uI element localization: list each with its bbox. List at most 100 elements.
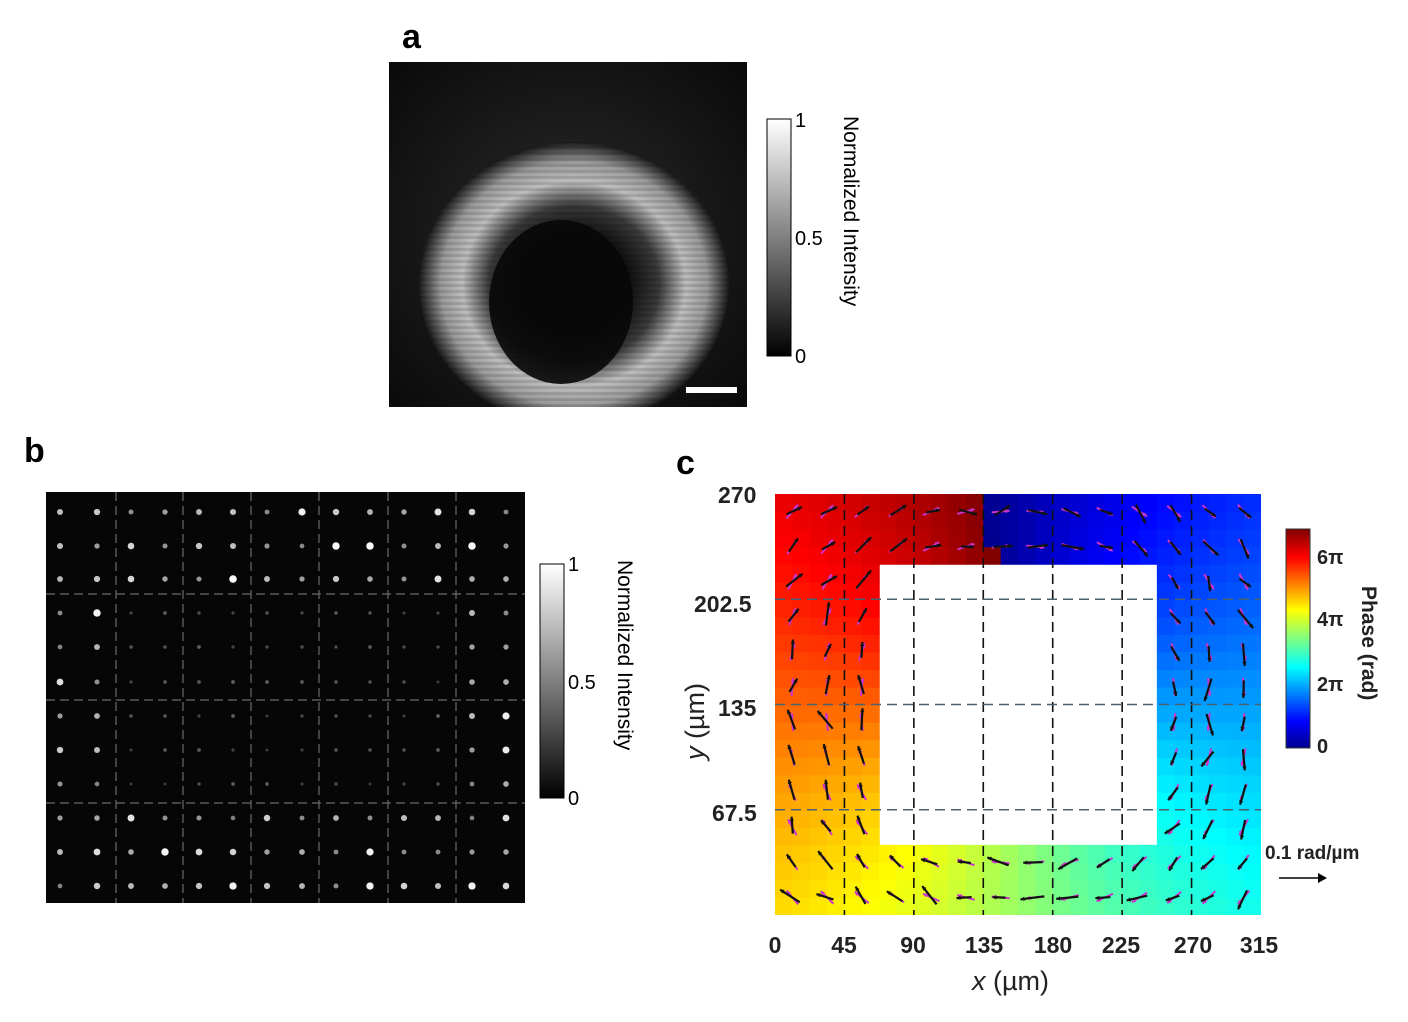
phase-cell xyxy=(1191,546,1210,565)
panel-b-cbar-tick-0: 0 xyxy=(568,788,580,810)
phase-cell xyxy=(861,809,880,828)
phase-cell xyxy=(1174,564,1193,583)
phase-cell xyxy=(775,669,793,688)
phase-cell xyxy=(775,739,793,758)
focal-spot xyxy=(57,781,63,787)
phase-cell xyxy=(1191,844,1210,863)
focal-spot xyxy=(57,713,63,719)
target-gradient-arrow-head xyxy=(970,508,975,513)
phase-cell xyxy=(1208,862,1227,881)
measured-gradient-arrow-head xyxy=(789,816,794,821)
phase-cell xyxy=(1000,844,1019,863)
focal-spot xyxy=(503,644,509,650)
phase-cell xyxy=(1156,651,1175,671)
phase-cell xyxy=(1208,669,1227,688)
focal-spot xyxy=(300,611,304,615)
focal-spot xyxy=(93,575,101,583)
phase-cell xyxy=(1174,739,1193,758)
phase-cell xyxy=(1156,581,1175,600)
y-tick-67-5: 67.5 xyxy=(712,800,757,826)
focal-spot xyxy=(231,611,235,615)
measured-gradient-arrow-head xyxy=(860,708,865,713)
phase-cell xyxy=(931,879,950,899)
phase-cell xyxy=(1035,844,1054,863)
phase-cell xyxy=(1070,844,1089,863)
phase-cell xyxy=(1000,529,1019,548)
phase-cell xyxy=(1087,862,1106,881)
focal-spot xyxy=(502,746,510,754)
focal-spot xyxy=(502,882,510,890)
measured-gradient-arrow-head xyxy=(1245,554,1250,559)
phase-cell xyxy=(948,897,967,915)
phase-cell xyxy=(896,511,915,530)
phase-cell xyxy=(1243,704,1261,723)
phase-cell xyxy=(1018,546,1036,565)
phase-cell xyxy=(1156,844,1175,863)
focal-spot xyxy=(299,576,305,582)
phase-cell xyxy=(1243,599,1261,618)
phase-cell xyxy=(809,529,828,548)
focal-spot xyxy=(503,610,509,616)
measured-gradient-arrow-head xyxy=(1237,904,1242,910)
focal-spot xyxy=(94,644,100,650)
phase-cell xyxy=(792,546,811,565)
measured-gradient-arrow-head xyxy=(1201,897,1206,902)
focal-spot xyxy=(163,611,167,615)
focal-spot xyxy=(436,748,440,752)
phase-cell xyxy=(861,581,880,600)
focal-spot xyxy=(299,815,305,821)
focal-spot xyxy=(265,611,269,615)
measured-gradient-arrow-head xyxy=(922,886,927,891)
focal-spot xyxy=(196,815,202,821)
phase-cell xyxy=(1191,651,1210,671)
phase-cell xyxy=(1122,494,1141,513)
focal-spot xyxy=(265,782,269,786)
phase-cell xyxy=(983,879,1002,899)
phase-cell xyxy=(1104,511,1123,530)
phase-cell xyxy=(809,686,828,706)
phase-cell xyxy=(809,792,828,811)
phase-cell xyxy=(775,634,793,653)
focal-spot xyxy=(469,644,475,650)
measured-gradient-arrow-head xyxy=(902,538,908,543)
measured-gradient-arrow-head xyxy=(816,893,821,898)
phase-cell xyxy=(844,757,863,776)
focal-spot xyxy=(162,509,168,515)
phase-cell xyxy=(1191,879,1210,899)
measured-gradient-arrow-head xyxy=(1249,623,1254,629)
focal-spot xyxy=(300,645,304,649)
focal-spot xyxy=(435,815,441,821)
measured-gradient-arrow-head xyxy=(936,543,942,548)
phase-cell xyxy=(948,494,967,513)
phase-cell xyxy=(879,862,898,881)
phase-cell xyxy=(965,844,984,863)
target-gradient-arrow-head xyxy=(794,504,799,510)
target-gradient-arrow-head xyxy=(788,819,792,824)
phase-cell xyxy=(792,827,811,846)
measured-gradient-arrow-head xyxy=(1239,835,1245,840)
focal-spot xyxy=(161,848,169,856)
focal-spot xyxy=(197,611,201,615)
phase-cell xyxy=(1156,739,1175,758)
measured-gradient-arrow-head xyxy=(1058,865,1063,870)
phase-cell xyxy=(1174,704,1193,723)
focal-spot xyxy=(94,679,100,685)
phase-cell xyxy=(965,879,984,899)
measured-gradient-arrow-head xyxy=(972,511,978,516)
phase-cell xyxy=(827,546,846,565)
phase-cell xyxy=(1087,546,1106,565)
measured-gradient-arrow-head xyxy=(1203,834,1207,840)
x-tick-225: 225 xyxy=(1101,932,1141,958)
phase-cell xyxy=(1208,792,1227,811)
phase-cell xyxy=(827,757,846,776)
phase-cell xyxy=(1226,879,1245,899)
y-tick-135: 135 xyxy=(718,695,757,721)
phase-cell xyxy=(775,651,793,671)
phase-cell xyxy=(1000,879,1019,899)
phase-cell xyxy=(827,809,846,828)
phase-cell xyxy=(1174,686,1193,706)
y-tick-270: 270 xyxy=(718,482,757,508)
phase-cell xyxy=(1156,546,1175,565)
phase-cell xyxy=(809,564,828,583)
measured-gradient-arrow-head xyxy=(1080,546,1085,551)
